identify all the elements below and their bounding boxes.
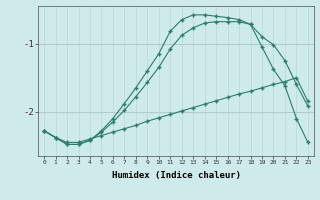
X-axis label: Humidex (Indice chaleur): Humidex (Indice chaleur) bbox=[111, 171, 241, 180]
